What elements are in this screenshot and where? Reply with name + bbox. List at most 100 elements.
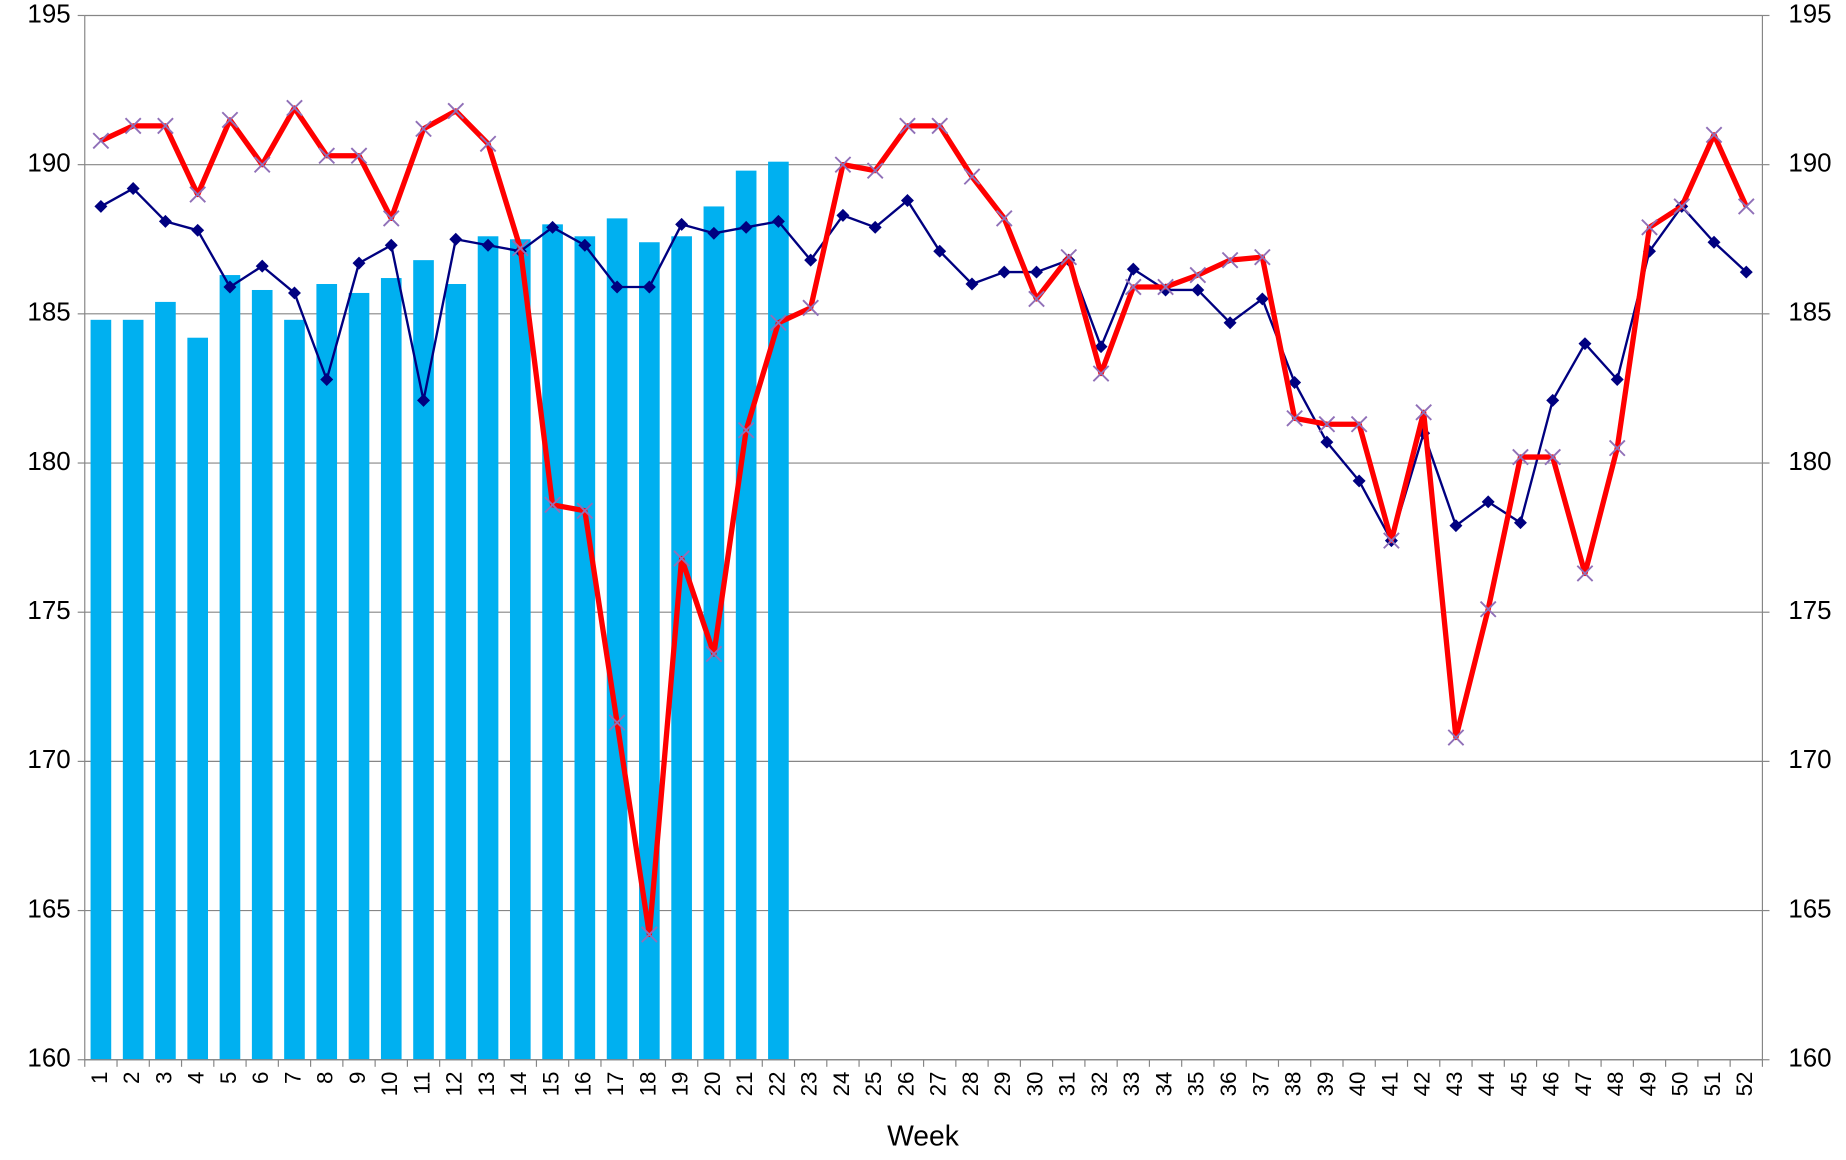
marker [350,147,368,165]
x-tick-label: 12 [442,1072,467,1097]
marker [1707,235,1721,249]
x-tick-label: 46 [1539,1072,1564,1097]
marker [1124,278,1142,296]
y-tick-label: 175 [27,597,70,625]
x-tick-label: 17 [603,1072,628,1097]
marker [158,214,172,228]
marker [318,147,336,165]
bar [735,170,757,1060]
marker [1447,729,1465,746]
bar [348,292,370,1060]
marker [1383,532,1400,549]
marker [576,502,594,520]
marker [673,550,690,567]
x-tick-label: 13 [474,1072,499,1097]
marker [1221,251,1239,269]
x-tick-label: 39 [1313,1072,1338,1097]
marker [447,102,465,120]
bar [380,278,402,1060]
marker [608,714,626,731]
x-tick-label: 38 [1281,1072,1306,1097]
marker [770,314,787,332]
x-tick-label: 27 [926,1072,951,1097]
marker [804,253,818,267]
marker [963,168,981,185]
marker [1608,439,1626,457]
bar [445,284,467,1060]
marker [610,280,624,294]
marker [223,280,237,294]
x-tick-label: 19 [668,1072,693,1097]
marker [1705,126,1723,144]
marker [479,135,497,153]
marker [352,256,366,270]
marker [1479,600,1497,618]
marker [739,220,753,234]
marker [1092,365,1110,382]
marker [1737,198,1755,215]
marker [1191,283,1205,297]
marker [1513,516,1527,530]
x-tick-label: 22 [764,1072,789,1097]
marker [1512,448,1529,466]
bar [703,206,725,1060]
marker [287,286,301,300]
y2-tick-label: 185 [1788,299,1831,327]
x-tick-label: 8 [313,1072,338,1084]
x-tick-label: 45 [1506,1072,1531,1097]
marker [191,223,205,237]
marker [1255,292,1269,306]
marker [415,120,432,138]
y-tick-label: 185 [27,299,70,327]
y2-tick-label: 175 [1788,597,1831,625]
marker [449,232,463,246]
x-tick-label: 30 [1022,1072,1047,1097]
marker [1641,219,1658,236]
marker [836,208,850,222]
x-tick-label: 15 [538,1072,563,1097]
marker [320,373,334,386]
bar [671,236,692,1060]
bar [509,239,531,1060]
marker [707,226,721,240]
bar [574,236,596,1060]
bar [477,236,499,1060]
marker [771,214,785,228]
x-tick-label: 6 [248,1072,273,1084]
y2-tick-label: 180 [1788,448,1831,476]
x-tick-label: 2 [119,1072,144,1084]
bar [122,319,144,1060]
x-tick-label: 20 [700,1072,725,1097]
marker [899,117,916,135]
x-tick-label: 23 [797,1072,822,1097]
x-tick-label: 52 [1732,1072,1757,1097]
line [99,105,1749,938]
marker [1415,403,1432,421]
bar [316,284,338,1060]
x-tick-label: 44 [1474,1072,1499,1097]
x-tick-label: 5 [216,1072,241,1084]
x-tick-label: 4 [184,1072,209,1084]
marker [253,156,271,173]
marker [1350,415,1368,433]
bar [284,319,305,1060]
y-tick-label: 170 [27,746,70,774]
marker [737,421,755,439]
x-tick-label: 50 [1668,1072,1693,1097]
marker [1126,262,1140,276]
marker [868,220,882,234]
x-tick-label: 40 [1345,1072,1370,1097]
x-tick-label: 7 [280,1072,305,1084]
marker [642,280,656,294]
marker [578,238,592,252]
marker [511,239,529,257]
x-tick-label: 26 [893,1072,918,1097]
x-tick-label: 48 [1603,1072,1628,1097]
y-tick-label: 190 [27,150,70,178]
y2-tick-label: 190 [1788,150,1831,178]
x-tick-label: 51 [1700,1072,1725,1097]
x-tick-label: 16 [571,1072,596,1097]
x-tick-label: 49 [1635,1072,1660,1097]
x-tick-label: 11 [409,1072,434,1095]
